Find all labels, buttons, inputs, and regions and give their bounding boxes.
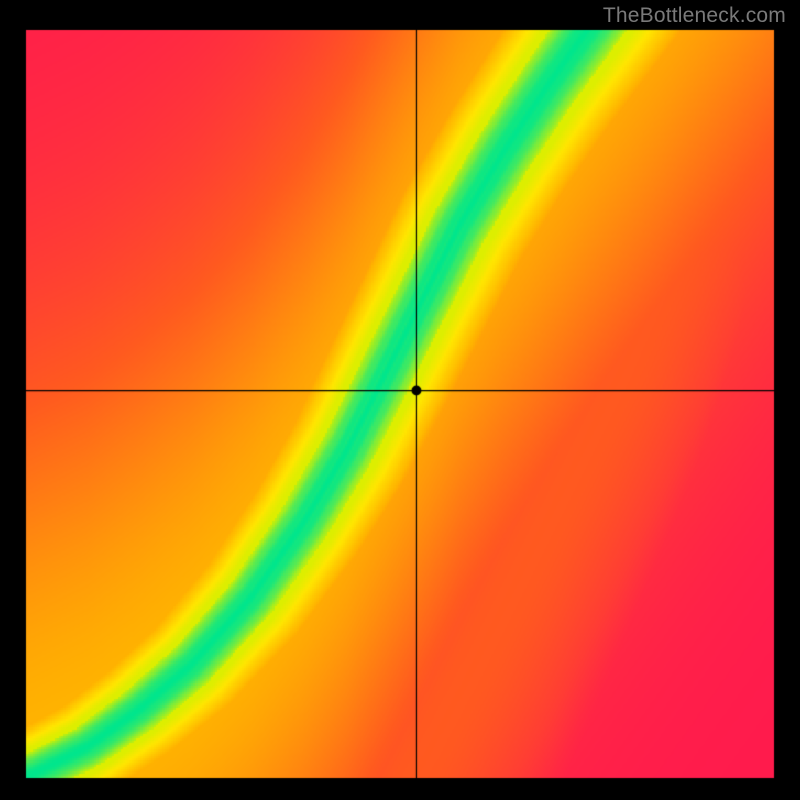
chart-container: TheBottleneck.com xyxy=(0,0,800,800)
bottleneck-heatmap xyxy=(0,0,800,800)
watermark-text: TheBottleneck.com xyxy=(603,4,786,28)
